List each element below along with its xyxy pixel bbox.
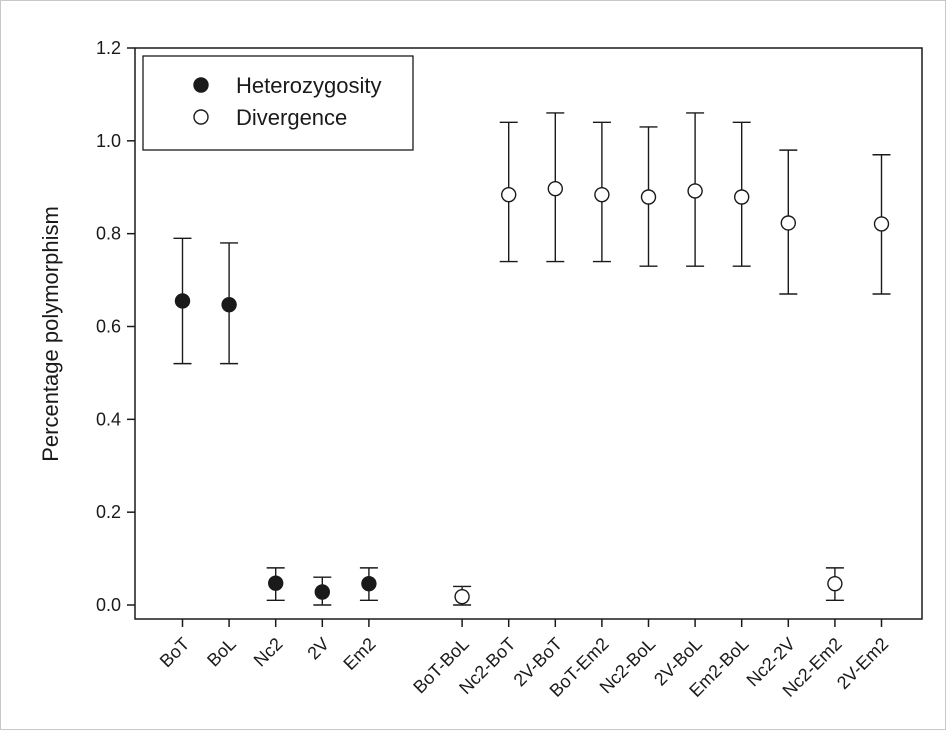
x-tick-label: BoL <box>203 634 240 671</box>
data-point-2V-Em2 <box>872 154 891 295</box>
marker <box>640 189 657 205</box>
marker <box>594 186 610 203</box>
data-point-BoL <box>220 242 239 365</box>
y-tick-label: 0.0 <box>96 595 121 615</box>
data-point-Nc2-Em2 <box>825 567 844 602</box>
marker <box>454 588 470 605</box>
y-tick-label: 0.4 <box>96 409 121 429</box>
legend-marker <box>193 109 209 125</box>
data-point-BoT <box>173 237 192 365</box>
x-tick-label: 2V <box>303 634 333 664</box>
data-marks <box>173 112 891 606</box>
legend-box <box>142 55 414 151</box>
y-tick-label: 0.8 <box>96 224 121 244</box>
y-tick-label: 1.0 <box>96 131 121 151</box>
marker <box>268 575 284 591</box>
marker <box>827 575 843 592</box>
data-point-Em2 <box>359 567 378 602</box>
marker <box>501 186 517 203</box>
legend-label: Divergence <box>236 105 347 130</box>
data-point-Nc2-BoL <box>639 126 658 267</box>
marker <box>221 296 237 313</box>
y-tick-label: 0.2 <box>96 502 121 522</box>
y-axis-label: Percentage polymorphism <box>38 206 63 462</box>
marker <box>547 180 563 197</box>
marker <box>314 584 330 600</box>
marker <box>174 293 191 309</box>
x-tick-label: Nc2 <box>250 634 287 671</box>
x-tick-label: 2V-Em2 <box>833 634 892 693</box>
marker <box>361 575 377 592</box>
data-point-2V-BoL <box>686 112 705 267</box>
data-point-2V <box>313 576 332 606</box>
plot-area <box>134 47 923 620</box>
data-point-2V-BoT <box>546 112 565 263</box>
data-point-Nc2 <box>266 567 285 602</box>
y-tick-label: 0.6 <box>96 317 121 337</box>
data-point-BoT-Em2 <box>592 121 611 263</box>
x-tick-label: BoT <box>156 634 193 671</box>
legend: Heterozygosity Divergence <box>142 55 414 151</box>
legend-label: Heterozygosity <box>236 73 382 98</box>
data-point-Nc2-2V <box>779 149 798 295</box>
x-tick-label: Em2 <box>339 634 379 674</box>
data-point-BoT-BoL <box>453 585 472 606</box>
y-tick-label: 1.2 <box>96 38 121 58</box>
x-axis: BoT BoL Nc2 2V Em2 BoT-BoLNc2-BoT2V-BoTBoT-Em… <box>156 619 892 701</box>
y-axis: 0.0 0.2 0.4 0.6 0.8 1.0 1.2 <box>96 38 135 615</box>
marker <box>873 216 890 232</box>
marker <box>780 215 796 231</box>
marker <box>734 189 750 205</box>
data-point-Nc2-BoT <box>499 121 518 263</box>
data-point-Em2-BoL <box>732 121 751 267</box>
legend-marker <box>193 77 209 93</box>
marker <box>687 183 703 199</box>
